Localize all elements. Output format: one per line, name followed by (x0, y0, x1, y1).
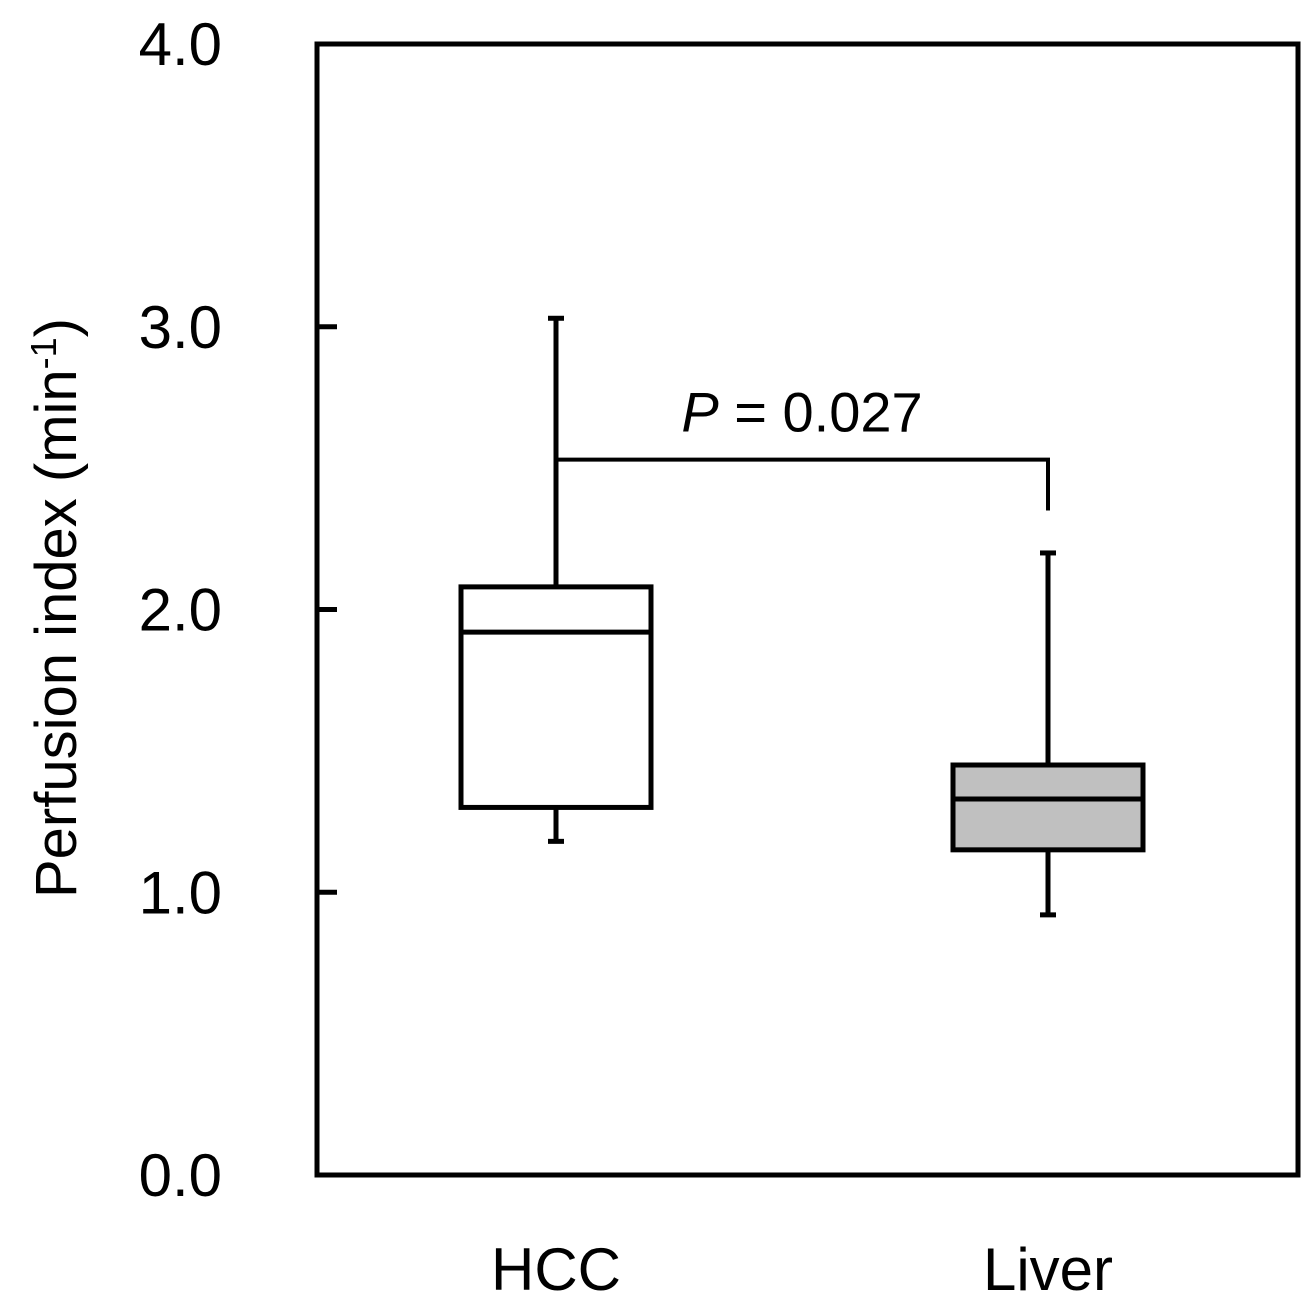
box-hcc (458, 315, 654, 844)
y-axis-label-text: Perfusion index (min (24, 369, 89, 898)
p-value-text: = 0.027 (719, 381, 923, 444)
y-tick-label: 0.0 (139, 1142, 222, 1209)
y-axis-label-superscript: -1 (23, 337, 64, 369)
box-liver (950, 550, 1146, 918)
box-body (458, 584, 654, 810)
y-axis-label-close: ) (24, 318, 89, 337)
y-tick-label: 1.0 (139, 859, 222, 926)
y-tick-label: 4.0 (139, 11, 222, 78)
x-category-label: HCC (491, 1236, 621, 1303)
box-body (950, 762, 1146, 853)
significance-bracket (554, 457, 1050, 511)
p-value-annotation: P = 0.027 (681, 381, 922, 444)
y-tick-label: 2.0 (139, 577, 222, 644)
p-value-symbol: P (681, 381, 718, 444)
y-axis-label: Perfusion index (min-1) (23, 318, 90, 898)
x-category-label: Liver (983, 1236, 1113, 1303)
y-tick-label: 3.0 (139, 294, 222, 361)
